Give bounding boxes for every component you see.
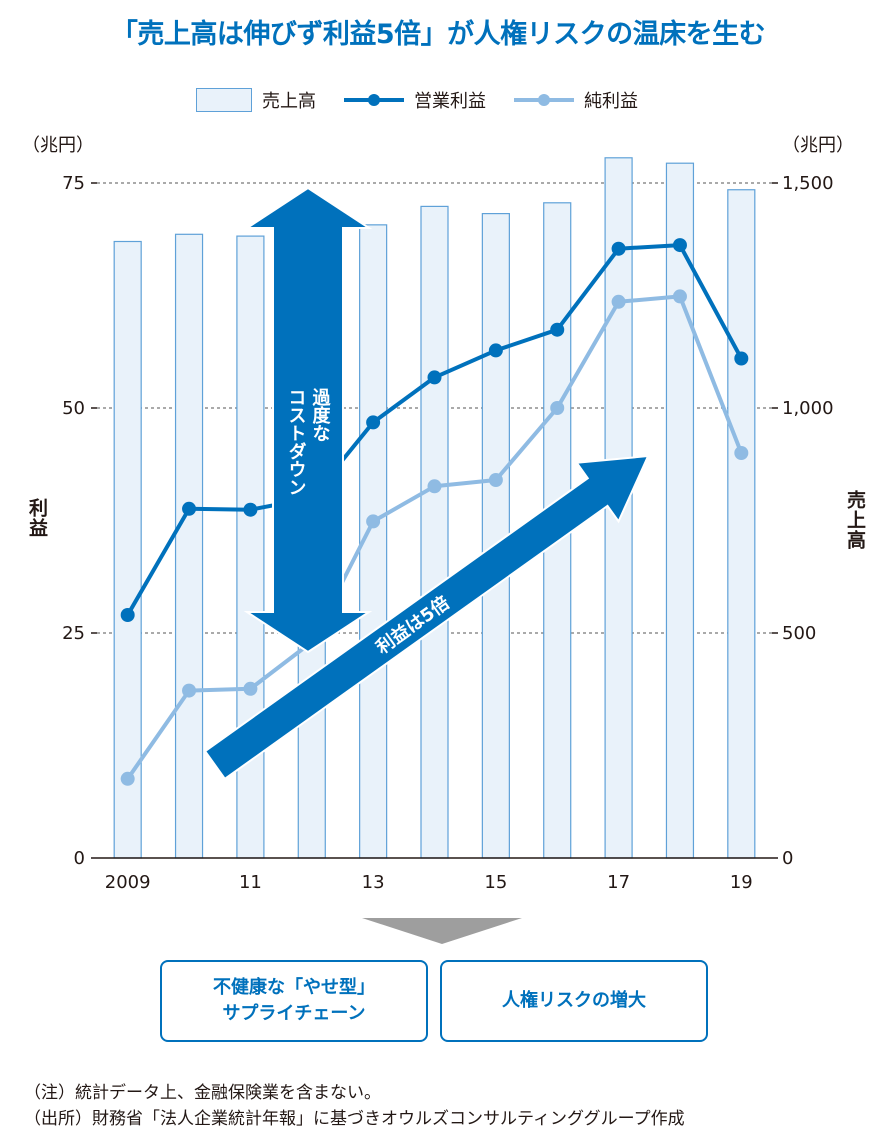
point-net-profit bbox=[366, 514, 381, 529]
point-operating-profit bbox=[182, 501, 197, 516]
x-axis-tick-label: 19 bbox=[730, 872, 753, 893]
left-axis-title: 利益 bbox=[26, 498, 48, 538]
chart-canvas: 0 25 50 75 0 500 1,000 1,500 2009 11 13 15 17 19 過度なコス… bbox=[62, 157, 834, 893]
x-axis-tick-label: 13 bbox=[362, 872, 385, 893]
point-operating-profit bbox=[427, 370, 442, 385]
legend-item-net-profit: 純利益 bbox=[512, 87, 638, 113]
chart-title: 「売上高は伸びず利益5倍」が人権リスクの温床を生む bbox=[110, 19, 766, 50]
bar-sales bbox=[727, 189, 756, 859]
right-axis-tick-label: 0 bbox=[782, 848, 793, 869]
legend-item-sales: 売上高 bbox=[196, 87, 316, 113]
point-net-profit bbox=[550, 401, 565, 415]
left-axis-tick-label: 25 bbox=[62, 623, 85, 644]
x-axis-tick-label: 15 bbox=[484, 872, 507, 893]
right-axis-tick-label: 1,000 bbox=[782, 398, 834, 419]
x-axis-tick-label: 17 bbox=[607, 872, 630, 893]
legend-label-sales: 売上高 bbox=[262, 91, 316, 112]
x-axis-tick-label: 2009 bbox=[105, 872, 151, 893]
point-operating-profit bbox=[243, 502, 258, 517]
point-net-profit bbox=[488, 473, 503, 487]
point-net-profit bbox=[427, 479, 442, 494]
point-operating-profit bbox=[366, 415, 381, 430]
bar-sales bbox=[481, 213, 510, 859]
left-axis-tick-label: 75 bbox=[62, 173, 85, 194]
legend-swatch-net-profit bbox=[514, 94, 574, 106]
bar-sales bbox=[174, 233, 204, 859]
point-operating-profit bbox=[611, 241, 626, 256]
bar-sales bbox=[665, 162, 695, 859]
point-net-profit bbox=[182, 683, 197, 698]
footnotes: （注）統計データ上、金融保険業を含まない。 （出所）財務省「法人企業統計年報」に… bbox=[24, 1080, 685, 1132]
left-axis-tick-label: 50 bbox=[62, 398, 85, 419]
right-axis-tick-label: 500 bbox=[782, 623, 816, 644]
bar-sales bbox=[113, 240, 142, 859]
left-axis-unit: （兆円） bbox=[22, 135, 94, 156]
legend: 売上高 営業利益 純利益 bbox=[196, 86, 664, 114]
double-arrow-icon bbox=[243, 186, 373, 654]
point-net-profit bbox=[120, 771, 135, 786]
annotation-cost-down-label: コストダウン bbox=[286, 388, 307, 496]
right-axis-title: 売上高 bbox=[844, 490, 866, 550]
right-axis-unit: （兆円） bbox=[782, 135, 854, 156]
point-net-profit bbox=[734, 446, 749, 460]
legend-swatch-operating-profit bbox=[344, 94, 404, 106]
left-axis-tick-label: 0 bbox=[74, 848, 85, 869]
point-operating-profit bbox=[672, 238, 687, 253]
x-axis-tick-label: 11 bbox=[239, 872, 262, 893]
point-operating-profit bbox=[488, 343, 503, 358]
outcome-unhealthy-supply-chain: 不健康な「やせ型」 サプライチェーン bbox=[160, 960, 428, 1042]
diagonal-arrow-icon bbox=[203, 454, 650, 781]
annotation-cost-down-label: 過度な bbox=[310, 388, 331, 442]
bar-sales bbox=[420, 205, 449, 859]
point-net-profit bbox=[672, 289, 687, 304]
note-text: （注）統計データ上、金融保険業を含まない。 bbox=[24, 1083, 381, 1103]
diagonal-arrow-group: 利益は5倍 bbox=[203, 454, 650, 781]
right-axis-tick-label: 1,500 bbox=[782, 173, 834, 194]
point-operating-profit bbox=[734, 351, 749, 366]
source-text: （出所）財務省「法人企業統計年報」に基づきオウルズコンサルティンググループ作成 bbox=[24, 1109, 685, 1129]
point-net-profit bbox=[611, 294, 626, 309]
point-operating-profit bbox=[550, 322, 565, 337]
legend-swatch-sales bbox=[196, 88, 252, 112]
legend-label-net-profit: 純利益 bbox=[584, 91, 638, 112]
point-operating-profit bbox=[120, 608, 135, 622]
legend-item-operating-profit: 営業利益 bbox=[342, 87, 486, 113]
legend-label-operating-profit: 営業利益 bbox=[414, 91, 486, 112]
point-net-profit bbox=[243, 681, 258, 696]
down-arrow-icon bbox=[362, 918, 522, 944]
outcome-human-rights-risk: 人権リスクの増大 bbox=[440, 960, 708, 1042]
